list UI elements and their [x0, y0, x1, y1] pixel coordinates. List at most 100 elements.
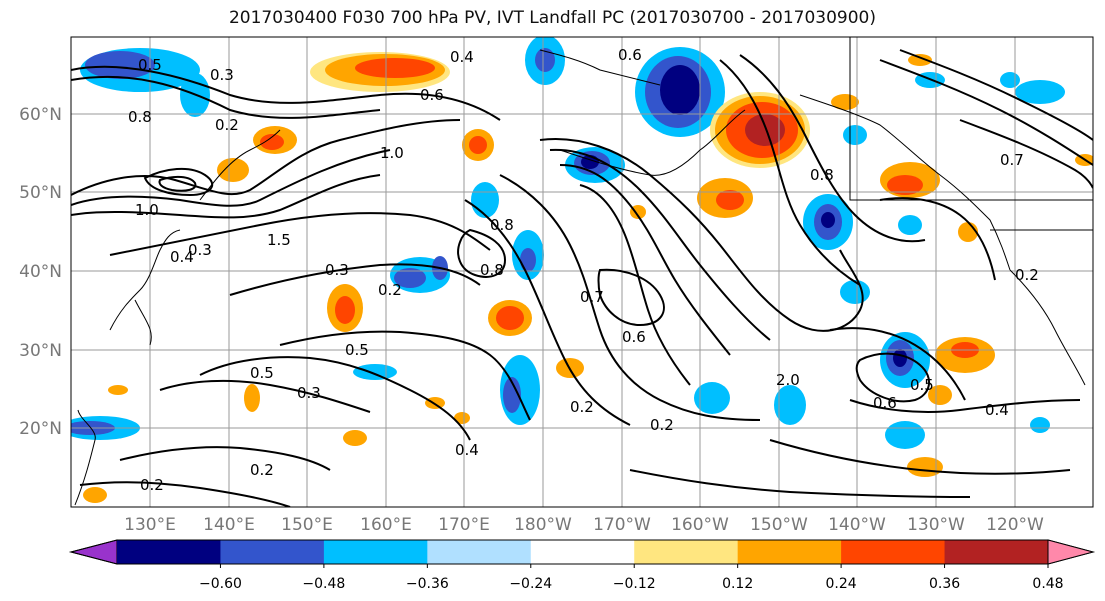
positive-anomaly-region	[335, 296, 355, 324]
colorbar-tick-label: 0.36	[929, 576, 960, 592]
contour-label: 0.6	[873, 394, 897, 412]
negative-anomaly-region	[535, 48, 555, 72]
colorbar-tick-label: −0.12	[613, 576, 656, 592]
negative-anomaly-region	[353, 364, 397, 380]
negative-anomaly-region	[843, 125, 867, 145]
colorbar-tick-label: −0.48	[302, 576, 345, 592]
lon-label: 160°W	[671, 515, 729, 535]
negative-anomaly-region	[85, 51, 155, 79]
contour-label: 0.2	[570, 398, 594, 416]
lat-label: 40°N	[19, 262, 62, 282]
colorbar-segment	[944, 540, 1049, 564]
negative-anomaly-region	[503, 377, 521, 413]
positive-anomaly-region	[630, 205, 646, 219]
colorbar-segment	[737, 540, 842, 564]
colorbar-segment	[117, 540, 221, 564]
positive-anomaly-region	[887, 175, 923, 195]
contour-label: 0.7	[1000, 151, 1024, 169]
positive-anomaly-region	[217, 158, 249, 182]
lon-label: 140°E	[203, 515, 255, 535]
positive-anomaly-region	[716, 190, 744, 210]
colorbar-arrow-right	[1047, 539, 1095, 565]
lat-label: 30°N	[19, 341, 62, 361]
positive-anomaly-region	[496, 306, 524, 330]
coastlines	[74, 37, 1093, 506]
colorbar-tick-label: −0.60	[199, 576, 242, 592]
contour-label: 0.2	[215, 116, 239, 134]
negative-anomaly-region	[893, 349, 907, 367]
contour-label: 0.7	[580, 288, 604, 306]
negative-anomaly-region	[774, 385, 806, 425]
lon-label: 150°E	[281, 515, 333, 535]
contour-label: 0.3	[325, 261, 349, 279]
longitude-labels: 130°E 140°E 150°E 160°E 170°E 180°W 170°…	[124, 515, 1044, 535]
contour-label: 0.5	[250, 364, 274, 382]
chart-title: 2017030400 F030 700 hPa PV, IVT Landfall…	[228, 8, 876, 28]
negative-anomaly-region	[471, 182, 499, 218]
contour-label: 0.4	[450, 48, 474, 66]
negative-anomaly-region	[660, 65, 700, 115]
lon-label: 170°E	[438, 515, 490, 535]
lon-label: 180°W	[514, 515, 572, 535]
contour-label: 0.8	[128, 108, 152, 126]
contour-label: 1.0	[135, 201, 159, 219]
contour-label: 1.0	[380, 144, 404, 162]
contour-label: 0.2	[140, 476, 164, 494]
colorbar-segment	[530, 540, 635, 564]
positive-anomaly-region	[244, 384, 260, 412]
latitude-labels: 60°N 50°N 40°N 30°N 20°N	[19, 105, 62, 439]
positive-anomaly-region	[745, 114, 785, 146]
contour-label: 0.2	[650, 416, 674, 434]
colorbar-segment	[323, 540, 428, 564]
positive-anomaly-region	[355, 58, 435, 78]
colorbar-tick-label: −0.24	[509, 576, 552, 592]
lon-label: 150°W	[750, 515, 808, 535]
negative-anomaly-region	[898, 215, 922, 235]
negative-anomaly-region	[394, 268, 426, 288]
contour-label: 0.3	[297, 384, 321, 402]
contour-label: 0.4	[455, 441, 479, 459]
contour-label: 2.0	[776, 371, 800, 389]
negative-anomaly-region	[821, 212, 835, 228]
negative-anomaly-region	[520, 248, 536, 272]
map-frame	[70, 36, 1094, 508]
colorbar-tick-label: −0.36	[406, 576, 449, 592]
contour-label: 0.6	[420, 86, 444, 104]
lon-label: 140°W	[828, 515, 886, 535]
colorbar-arrow-left	[69, 539, 118, 565]
colorbar-segment	[220, 540, 325, 564]
lat-label: 50°N	[19, 183, 62, 203]
colorbar-tick-label: 0.12	[722, 576, 753, 592]
contour-label: 0.8	[810, 166, 834, 184]
contour-label: 0.3	[210, 66, 234, 84]
contour-label: 1.5	[267, 231, 291, 249]
positive-anomaly-region	[108, 385, 128, 395]
colorbar-segment	[427, 540, 532, 564]
lon-label: 120°W	[986, 515, 1044, 535]
negative-anomaly-region	[1000, 72, 1020, 88]
contour-label: 0.5	[910, 376, 934, 394]
lon-label: 170°W	[593, 515, 651, 535]
contour-label: 0.6	[622, 328, 646, 346]
positive-anomaly-region	[260, 134, 284, 150]
colorbar-ticks: −0.60 −0.48 −0.36 −0.24 −0.12 0.12 0.24 0.36 0.4…	[199, 564, 1064, 592]
negative-anomaly-region	[840, 280, 870, 304]
positive-anomaly-region	[907, 457, 943, 477]
lon-label: 130°W	[907, 515, 965, 535]
colorbar-segment	[841, 540, 946, 564]
contour-labels: 0.5 0.3 0.2 0.8 1.0 0.6 0.4 1.0 1.5 0.4 …	[128, 46, 1039, 494]
colorbar-tick-label: 0.48	[1032, 576, 1063, 592]
negative-anomaly-region	[1015, 80, 1065, 104]
positive-anomaly-region	[343, 430, 367, 446]
negative-anomaly-region	[694, 382, 730, 414]
positive-anomaly-region	[928, 385, 952, 405]
contour-label: 0.4	[985, 401, 1009, 419]
negative-anomaly-region	[885, 421, 925, 449]
positive-anomaly-region	[831, 94, 859, 110]
contour-label: 0.8	[490, 216, 514, 234]
contour-label: 0.6	[618, 46, 642, 64]
pv-contours	[71, 49, 1093, 507]
lon-label: 130°E	[124, 515, 176, 535]
contour-label: 0.2	[1015, 266, 1039, 284]
